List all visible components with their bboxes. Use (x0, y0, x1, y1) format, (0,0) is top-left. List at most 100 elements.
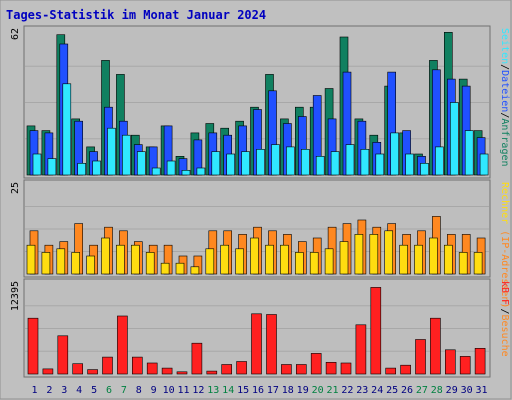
panel-bot: 12395 kB F (10, 278, 510, 378)
bar-rechner-day-4 (71, 252, 80, 275)
bar-seiten-day-21 (330, 151, 340, 176)
legend-part: Seiten (499, 28, 510, 64)
bar-rechner-day-20 (309, 252, 319, 275)
bar-rechner-day-7 (116, 244, 125, 275)
bar-kb-f-day-3 (57, 335, 69, 375)
x-tick-label: 5 (91, 385, 97, 396)
bar-kb-f-day-1 (27, 317, 39, 375)
x-tick-label: 1 (31, 385, 37, 396)
legend-label-bot: kB F (499, 281, 510, 305)
bar-seiten-day-31 (479, 153, 489, 176)
bar-rechner-day-21 (324, 248, 334, 275)
bar-kb-f-day-29 (444, 349, 456, 375)
bar-kb-f-day-31 (474, 347, 486, 375)
bar-seiten-day-27 (420, 163, 429, 176)
bar-kb-f-day-20 (310, 353, 322, 375)
x-tick-label: 17 (267, 385, 279, 396)
bar-seiten-day-24 (375, 153, 385, 176)
x-tick-label: 14 (222, 385, 234, 396)
x-tick-label: 2 (46, 385, 52, 396)
x-tick-label: 27 (416, 385, 428, 396)
panel-mid: 25 Rechner (IP-Adressen)/Besuche (10, 179, 510, 357)
x-tick-label: 7 (121, 385, 127, 396)
bar-rechner-day-19 (294, 252, 304, 275)
legend-part: / (499, 64, 510, 70)
bar-seiten-day-20 (315, 156, 325, 176)
x-tick-label: 29 (446, 385, 458, 396)
bar-seiten-day-17 (271, 144, 280, 176)
x-tick-label: 10 (163, 385, 175, 396)
bar-seiten-day-2 (47, 158, 57, 176)
x-tick-label: 8 (136, 385, 142, 396)
bar-kb-f-day-4 (72, 363, 83, 375)
x-tick-label: 3 (61, 385, 67, 396)
x-tick-label: 9 (151, 385, 157, 396)
bar-seiten-day-5 (92, 160, 101, 176)
bar-rechner-day-25 (384, 230, 394, 275)
bar-kb-f-day-24 (370, 287, 382, 375)
bar-rechner-day-2 (41, 252, 51, 275)
bar-kb-f-day-26 (400, 364, 411, 375)
bar-rechner-day-23 (354, 234, 364, 275)
bar-kb-f-day-14 (221, 364, 232, 375)
y-max-label-bot: 12395 (10, 281, 21, 311)
legend-part: (IP-Adressen) (499, 224, 510, 308)
bar-rechner-day-12 (190, 266, 200, 275)
x-tick-label: 4 (76, 385, 82, 396)
x-tick-label: 23 (356, 385, 368, 396)
x-tick-label: 15 (237, 385, 249, 396)
bar-kb-f-day-21 (325, 361, 337, 375)
bar-rechner-day-14 (220, 244, 229, 275)
x-tick-label: 18 (282, 385, 294, 396)
bar-seiten-day-1 (32, 153, 42, 176)
legend-label-mid: Rechner (IP-Adressen)/Besuche (499, 182, 510, 357)
x-tick-label: 16 (252, 385, 264, 396)
bar-rechner-day-5 (86, 255, 95, 275)
bar-rechner-day-18 (280, 244, 289, 275)
x-tick-label: 6 (106, 385, 112, 396)
bar-kb-f-day-8 (132, 356, 143, 375)
bar-kb-f-day-12 (191, 342, 203, 375)
legend-part: / (499, 112, 510, 118)
bar-rechner-day-31 (473, 252, 483, 275)
x-tick-label: 30 (461, 385, 473, 396)
bar-seiten-day-8 (137, 151, 146, 176)
bar-seiten-day-6 (107, 127, 116, 176)
bar-rechner-day-11 (175, 262, 185, 275)
x-tick-label: 24 (371, 385, 383, 396)
bar-kb-f-day-25 (385, 367, 397, 375)
bar-seiten-day-28 (435, 146, 444, 176)
bar-kb-f-day-19 (295, 364, 307, 375)
bar-seiten-day-12 (196, 167, 206, 176)
x-tick-label: 21 (326, 385, 338, 396)
bar-kb-f-day-17 (266, 314, 277, 375)
bar-kb-f-day-7 (117, 315, 128, 375)
x-tick-label: 20 (312, 385, 324, 396)
chart-title: Tages-Statistik im Monat Januar 2024 (6, 8, 266, 22)
bar-kb-f-day-23 (355, 324, 367, 375)
bar-seiten-day-11 (181, 170, 191, 176)
x-tick-label: 11 (177, 385, 189, 396)
bar-seiten-day-3 (62, 83, 72, 176)
bar-kb-f-day-2 (42, 368, 54, 375)
bar-rechner-day-27 (414, 244, 423, 275)
y-max-label-top: 62 (10, 28, 21, 40)
bar-rechner-day-6 (101, 237, 110, 275)
x-tick-label: 28 (431, 385, 443, 396)
bar-rechner-day-10 (160, 262, 170, 275)
bar-kb-f-day-18 (281, 364, 292, 375)
bar-seiten-day-7 (122, 134, 131, 176)
x-tick-label: 25 (386, 385, 398, 396)
bar-kb-f-day-5 (87, 369, 98, 375)
bar-kb-f-day-13 (206, 370, 218, 375)
bar-seiten-day-13 (211, 151, 221, 176)
bar-rechner-day-13 (205, 248, 215, 275)
bar-kb-f-day-9 (146, 362, 158, 375)
bar-rechner-day-30 (458, 252, 468, 275)
legend-label-top: Seiten/Dateien/Anfragen (499, 28, 510, 167)
bar-seiten-day-30 (464, 130, 474, 176)
bar-seiten-day-18 (286, 146, 295, 176)
bar-seiten-day-4 (77, 163, 86, 176)
legend-part: / (499, 308, 510, 314)
bar-seiten-day-29 (449, 102, 459, 176)
